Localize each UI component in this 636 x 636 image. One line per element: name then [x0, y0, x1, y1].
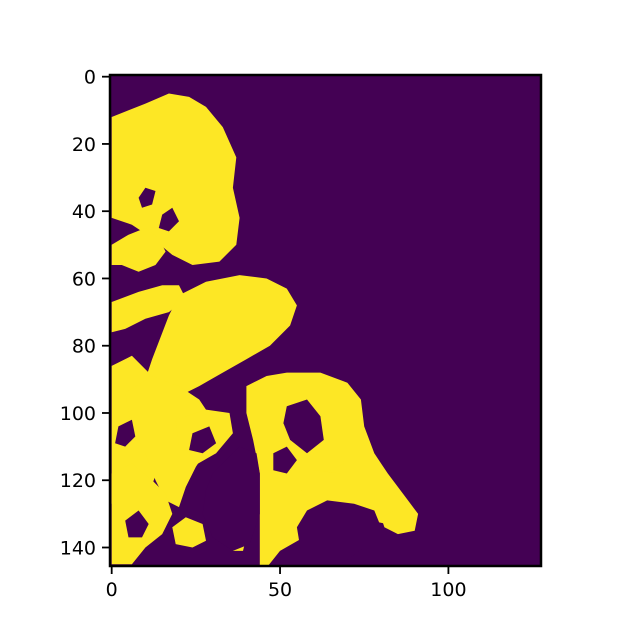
purple-region-2: [283, 399, 324, 454]
axes: 0 50 100 0 20 40 60 80 100 120 140: [60, 67, 543, 601]
yellow-region-2: [111, 285, 186, 333]
x-tick-label-2: 100: [430, 579, 466, 601]
y-tick-label-1: 20: [72, 134, 96, 156]
y-tick-label-2: 40: [72, 201, 96, 223]
x-tick-label-0: 0: [106, 579, 118, 601]
x-tick-label-1: 50: [268, 579, 292, 601]
yellow-region-6: [111, 463, 173, 565]
purple-region-0: [138, 187, 156, 208]
y-tick-label-6: 120: [60, 470, 96, 492]
y-tick-label-5: 100: [60, 403, 96, 425]
image-layer: [110, 75, 541, 566]
yellow-region-11: [172, 517, 206, 548]
yellow-region-5: [125, 376, 213, 508]
purple-region-6: [125, 510, 149, 538]
y-tick-label-0: 0: [84, 67, 96, 89]
purple-region-5: [202, 446, 260, 551]
purple-region-7: [296, 500, 382, 565]
y-tick-label-7: 140: [60, 538, 96, 560]
y-tick-label-4: 80: [72, 336, 96, 358]
purple-region-1: [158, 207, 179, 232]
purple-region-8: [273, 446, 297, 474]
axes-frame: [108, 73, 543, 568]
y-tick-label-3: 60: [72, 268, 96, 290]
yellow-region-13: [300, 470, 358, 511]
yellow-region-1: [111, 228, 166, 272]
yellow-region-0: [111, 93, 240, 265]
yellow-region-3: [145, 275, 297, 400]
purple-region-4: [115, 419, 136, 447]
purple-region-3: [189, 426, 217, 454]
yellow-region-10: [381, 507, 419, 535]
plot-area: [110, 75, 541, 566]
